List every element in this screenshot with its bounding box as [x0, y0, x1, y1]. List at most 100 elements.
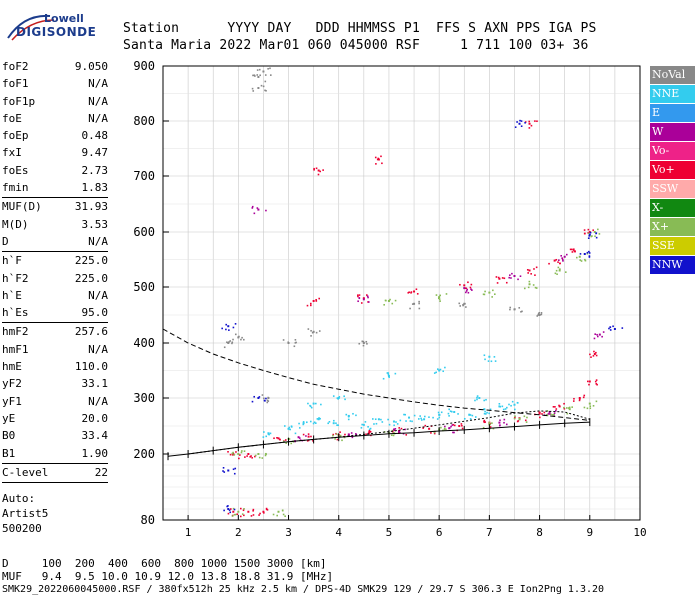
data-point-cluster: [504, 408, 507, 410]
data-point-cluster: [387, 418, 389, 421]
param-value: 9.050: [74, 60, 108, 73]
data-point-cluster: [493, 356, 496, 358]
chart-grid: [163, 65, 640, 521]
data-point-cluster: [368, 431, 371, 434]
data-point-cluster: [510, 404, 512, 407]
data-point-cluster: [413, 302, 415, 305]
data-point-cluster: [369, 427, 372, 430]
data-point-cluster: [438, 414, 441, 416]
data-point-cluster: [484, 290, 486, 293]
data-point-cluster: [361, 423, 363, 426]
param-value: 95.0: [81, 306, 109, 320]
data-point: [478, 397, 481, 399]
data-point-cluster: [284, 439, 287, 441]
data-point-cluster: [433, 372, 436, 374]
param-value: N/A: [88, 111, 108, 125]
data-point-cluster: [575, 256, 578, 259]
data-point: [387, 375, 390, 377]
data-point-cluster: [337, 398, 339, 400]
data-point: [277, 437, 280, 440]
data-point: [317, 169, 320, 172]
data-point-cluster: [230, 508, 232, 510]
data-point-cluster: [489, 423, 491, 426]
data-point-cluster: [232, 451, 234, 454]
data-point-cluster: [399, 419, 402, 422]
data-point-cluster: [288, 426, 291, 429]
data-point-cluster: [571, 251, 574, 253]
data-point-cluster: [592, 229, 595, 232]
data-point: [528, 269, 531, 272]
data-point-cluster: [484, 421, 487, 423]
data-point-cluster: [587, 250, 590, 253]
data-point: [227, 469, 230, 472]
data-point-cluster: [358, 297, 361, 300]
data-point-cluster: [236, 513, 239, 515]
data-point-cluster: [228, 329, 230, 331]
data-point-cluster: [519, 275, 522, 277]
data-point-cluster: [368, 428, 371, 431]
data-point-cluster: [232, 326, 235, 329]
param-key: MUF(D): [2, 200, 42, 214]
data-point-cluster: [388, 423, 391, 426]
data-point-cluster: [315, 167, 318, 170]
param-row: C-level 22: [2, 464, 108, 481]
data-point-cluster: [253, 395, 256, 398]
data-point: [453, 411, 456, 413]
data-point-cluster: [502, 408, 505, 411]
data-point-cluster: [443, 428, 446, 431]
data-point-cluster: [514, 126, 517, 128]
param-separator: [2, 251, 108, 253]
param-row: M(D) 3.53: [2, 216, 108, 233]
data-point-cluster: [559, 268, 561, 270]
data-point-cluster: [257, 208, 260, 211]
data-point-cluster: [254, 454, 257, 457]
data-point-cluster: [238, 335, 240, 338]
data-point-cluster: [409, 307, 411, 310]
data-point-cluster: [263, 399, 266, 402]
data-point-cluster: [483, 412, 486, 415]
data-point-cluster: [565, 407, 568, 409]
data-point-cluster: [229, 340, 232, 342]
data-point-cluster: [469, 286, 472, 289]
data-point-cluster: [391, 430, 394, 433]
data-point-cluster: [234, 323, 237, 325]
data-point: [588, 233, 591, 236]
y-tick-label: 700: [133, 169, 155, 183]
data-point-cluster: [501, 405, 504, 408]
data-point-cluster: [310, 435, 312, 438]
param-key: h`Es: [2, 306, 29, 320]
data-point-cluster: [249, 456, 252, 458]
data-point-cluster: [229, 453, 232, 456]
legend-item: W: [650, 123, 695, 141]
data-point-cluster: [404, 428, 406, 431]
data-point-cluster: [497, 276, 500, 279]
data-point-cluster: [536, 315, 539, 317]
data-point-cluster: [375, 422, 378, 425]
data-point-cluster: [239, 454, 241, 456]
data-point-cluster: [264, 74, 267, 76]
data-point-cluster: [302, 433, 305, 436]
param-row: yE 20.0: [2, 410, 108, 427]
data-point-cluster: [343, 436, 346, 439]
data-point-cluster: [402, 432, 405, 435]
data-point: [377, 418, 380, 421]
data-point-cluster: [394, 299, 397, 302]
data-point: [287, 427, 290, 430]
data-point-cluster: [391, 429, 394, 432]
data-point-cluster: [238, 457, 240, 460]
data-point-cluster: [457, 413, 459, 415]
data-point-cluster: [519, 417, 521, 420]
x-tick-label: 2: [235, 526, 242, 539]
legend-item: Vo+: [650, 161, 695, 179]
data-point-cluster: [222, 470, 224, 472]
legend-item: Vo-: [650, 142, 695, 160]
param-row: fxI 9.47: [2, 144, 108, 161]
data-point-cluster: [534, 286, 537, 289]
data-point: [257, 397, 260, 399]
data-point-cluster: [582, 396, 585, 399]
data-point: [488, 355, 491, 358]
data-point-cluster: [550, 413, 552, 416]
data-point-cluster: [310, 406, 313, 409]
data-point-cluster: [593, 337, 596, 340]
profile-trace-line: [167, 421, 590, 457]
